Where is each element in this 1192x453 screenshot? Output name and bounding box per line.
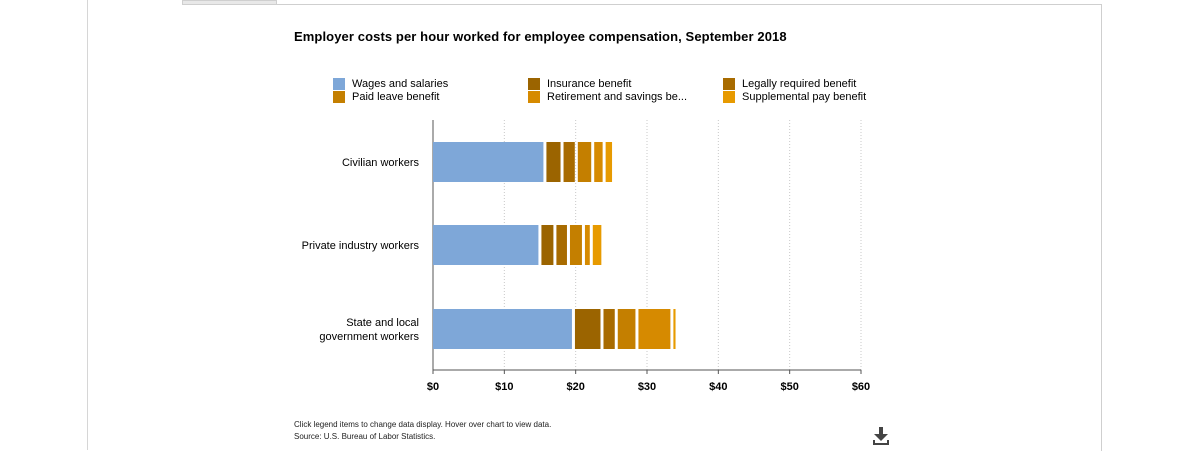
footnote-source: Source: U.S. Bureau of Labor Statistics. [294, 432, 436, 441]
x-tick-label: $50 [780, 381, 798, 393]
bar-wages[interactable] [433, 309, 572, 349]
bar-paid_leave[interactable] [577, 142, 592, 182]
x-tick-label: $40 [709, 381, 727, 393]
bar-legal[interactable] [563, 142, 575, 182]
chart-title: Employer costs per hour worked for emplo… [294, 29, 787, 44]
category-label: Private industry workers [302, 240, 420, 252]
legend-item-retirement[interactable]: Retirement and savings be... [528, 90, 687, 103]
bar-paid_leave[interactable] [569, 225, 582, 265]
download-icon [873, 427, 889, 445]
bar-insurance[interactable] [546, 142, 561, 182]
footnote-instructions: Click legend items to change data displa… [294, 420, 552, 429]
x-tick-label: $30 [638, 381, 656, 393]
bar-supplemental[interactable] [605, 142, 613, 182]
legend-swatch [333, 90, 345, 103]
x-tick-label: $60 [852, 381, 870, 393]
legend-swatch [723, 77, 735, 90]
legend-swatch [333, 77, 345, 90]
legend-item-supplemental[interactable]: Supplemental pay benefit [723, 90, 866, 103]
bar-retirement[interactable] [594, 142, 603, 182]
bar-wages[interactable] [433, 225, 539, 265]
bar-retirement[interactable] [584, 225, 590, 265]
download-button[interactable] [868, 424, 894, 448]
bar-paid_leave[interactable] [617, 309, 636, 349]
legend-label: Legally required benefit [742, 77, 857, 90]
category-label: State and local [346, 317, 419, 329]
category-label: government workers [319, 331, 419, 343]
legend-item-wages[interactable]: Wages and salaries [333, 77, 448, 90]
legend-item-paid_leave[interactable]: Paid leave benefit [333, 90, 439, 103]
page-divider-line [87, 0, 88, 450]
bar-retirement[interactable] [638, 309, 671, 349]
bar-legal[interactable] [556, 225, 567, 265]
legend-swatch [528, 90, 540, 103]
legend-item-insurance[interactable]: Insurance benefit [528, 77, 631, 90]
tab-stub[interactable] [182, 0, 277, 5]
bar-supplemental[interactable] [673, 309, 676, 349]
legend-label: Supplemental pay benefit [742, 90, 867, 103]
bar-insurance[interactable] [574, 309, 601, 349]
x-tick-label: $20 [566, 381, 584, 393]
legend-label: Paid leave benefit [352, 90, 440, 103]
legend-label: Retirement and savings be... [547, 90, 688, 103]
category-label: Civilian workers [342, 157, 420, 169]
legend-swatch [528, 77, 540, 90]
bar-legal[interactable] [603, 309, 615, 349]
legend-swatch [723, 90, 735, 103]
x-tick-label: $10 [495, 381, 513, 393]
legend-item-legal[interactable]: Legally required benefit [723, 77, 856, 90]
bar-wages[interactable] [433, 142, 544, 182]
bar-insurance[interactable] [541, 225, 554, 265]
x-tick-label: $0 [427, 381, 439, 393]
legend-label: Insurance benefit [547, 77, 632, 90]
legend-label: Wages and salaries [352, 77, 449, 90]
bar-supplemental[interactable] [592, 225, 602, 265]
